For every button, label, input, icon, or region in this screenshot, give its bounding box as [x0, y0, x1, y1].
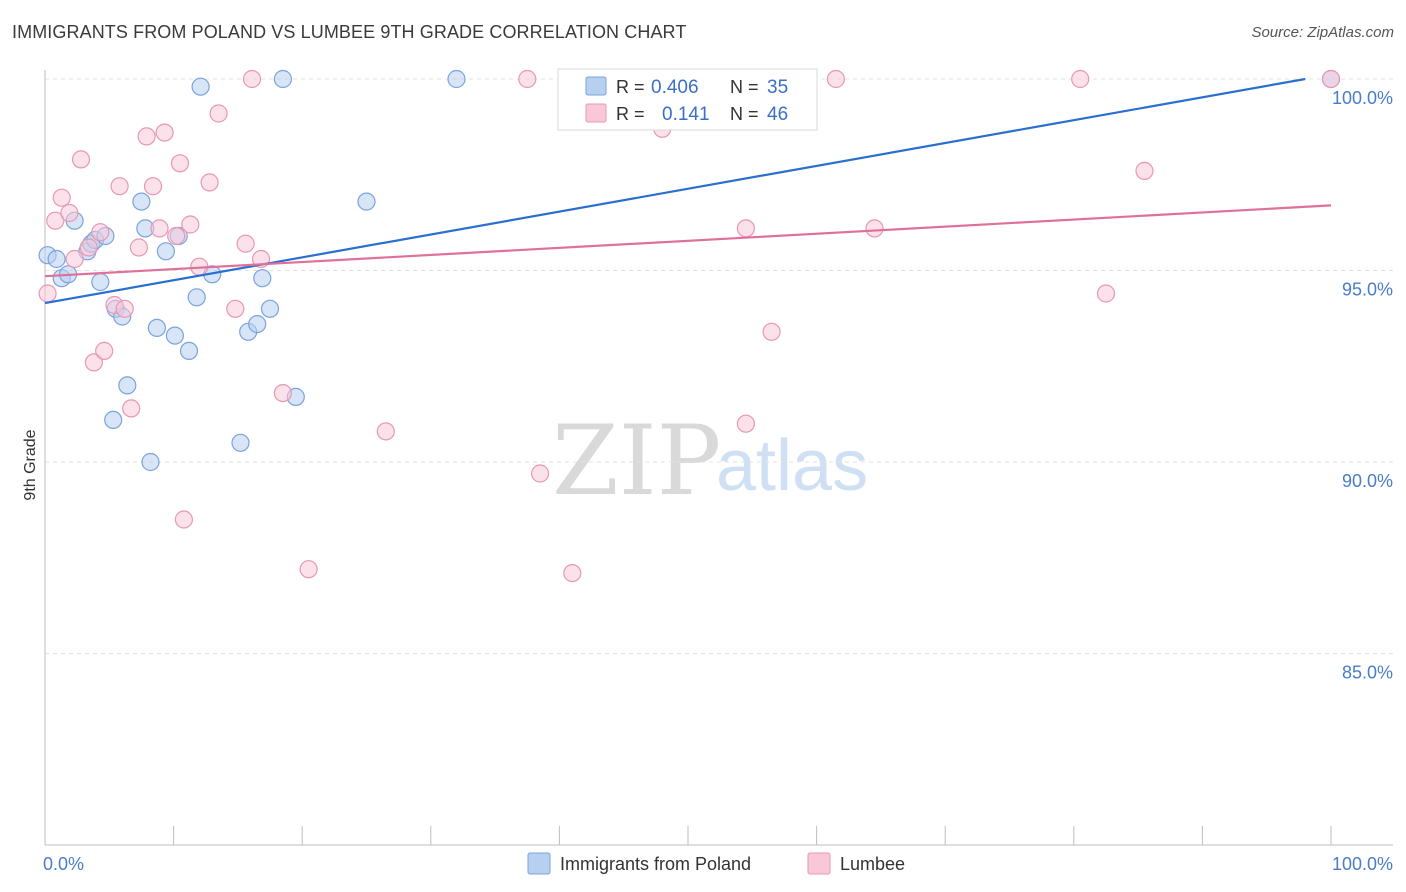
bottom-legend-swatch-poland: [527, 852, 551, 875]
chart-title: IMMIGRANTS FROM POLAND VS LUMBEE 9TH GRA…: [12, 22, 687, 42]
point-lumbee-19: [167, 226, 186, 246]
point-lumbee-12: [115, 299, 134, 318]
watermark-zip: ZIP: [552, 405, 721, 517]
y-tick-label-2: 95.0%: [1342, 280, 1393, 300]
point-lumbee-1: [46, 211, 65, 230]
point-poland-21: [179, 341, 199, 360]
point-lumbee-28: [242, 69, 262, 89]
point-poland-23: [191, 77, 210, 96]
point-poland-28: [253, 269, 272, 288]
point-poland-18: [156, 242, 175, 261]
point-lumbee-44: [1135, 161, 1154, 180]
point-lumbee-14: [129, 238, 148, 257]
point-lumbee-34: [530, 464, 550, 483]
bottom-legend-swatch-lumbee: [807, 852, 831, 875]
point-lumbee-24: [200, 173, 219, 192]
point-lumbee-7: [84, 353, 104, 372]
trend-line-lumbee: [44, 204, 1332, 278]
point-lumbee-5: [71, 150, 91, 169]
point-poland-13: [118, 376, 137, 395]
legend-n-label-poland: N =: [730, 77, 759, 97]
point-poland-14: [132, 192, 151, 211]
point-poland-27: [248, 315, 267, 334]
y-tick-label-0: 85.0%: [1342, 663, 1393, 683]
series-legend: Immigrants from Poland Lumbee: [527, 852, 905, 875]
point-poland-29: [260, 299, 280, 318]
point-lumbee-33: [518, 69, 537, 89]
legend-n-value-lumbee: 46: [767, 104, 788, 125]
point-lumbee-3: [60, 203, 79, 223]
legend-r-label-poland: R =: [616, 77, 645, 97]
point-lumbee-32: [376, 422, 395, 441]
watermark-atlas: atlas: [716, 426, 868, 506]
point-poland-17: [147, 318, 166, 337]
point-lumbee-13: [122, 399, 141, 418]
legend-swatch-lumbee: [585, 103, 607, 123]
point-lumbee-16: [143, 177, 163, 196]
series-lumbee-points: [38, 69, 1341, 583]
point-lumbee-26: [226, 299, 245, 318]
point-lumbee-39: [762, 322, 781, 341]
point-lumbee-20: [170, 154, 190, 173]
point-poland-8: [91, 272, 110, 292]
point-lumbee-35: [563, 563, 582, 583]
point-lumbee-30: [273, 384, 292, 403]
point-poland-32: [357, 192, 376, 211]
point-poland-1: [47, 249, 66, 269]
source-credit: Source: ZipAtlas.com: [1251, 24, 1394, 41]
point-lumbee-25: [209, 104, 228, 123]
x-tick-labels: 0.0% 100.0%: [43, 854, 1393, 874]
legend-swatch-poland: [585, 76, 607, 96]
gridlines: [45, 78, 1393, 654]
point-lumbee-17: [150, 219, 169, 238]
legend-r-value-poland: 0.406: [651, 77, 699, 98]
legend-n-label-lumbee: N =: [730, 104, 759, 124]
point-poland-30: [273, 69, 292, 89]
point-poland-19: [165, 326, 184, 345]
point-lumbee-27: [236, 234, 255, 253]
trend-line-poland: [44, 77, 1306, 305]
bottom-legend-label-lumbee: Lumbee: [840, 854, 905, 874]
point-lumbee-43: [1096, 284, 1116, 303]
point-lumbee-0: [38, 284, 57, 303]
point-poland-12: [104, 410, 123, 429]
point-lumbee-41: [865, 219, 884, 238]
point-lumbee-40: [826, 69, 846, 89]
x-tick-label-min: 0.0%: [43, 854, 84, 874]
point-lumbee-21: [174, 510, 193, 529]
legend-n-value-poland: 35: [767, 77, 788, 98]
watermark: ZIP atlas: [552, 405, 868, 517]
point-lumbee-31: [299, 560, 318, 579]
point-lumbee-6: [79, 238, 98, 257]
point-lumbee-18: [155, 123, 174, 142]
point-lumbee-37: [736, 219, 756, 238]
y-tick-labels: 85.0% 90.0% 95.0% 100.0%: [1332, 88, 1393, 683]
legend-r-value-lumbee: 0.141: [662, 104, 710, 125]
y-tick-label-1: 90.0%: [1342, 471, 1393, 491]
point-poland-33: [447, 69, 466, 89]
point-lumbee-9: [95, 341, 114, 360]
point-lumbee-4: [65, 249, 84, 269]
correlation-legend: R = 0.406 N = 35 R = 0.141 N = 46: [557, 68, 818, 131]
point-lumbee-45: [1321, 69, 1341, 89]
bottom-legend-label-poland: Immigrants from Poland: [560, 854, 751, 874]
y-tick-label-3: 100.0%: [1332, 88, 1393, 108]
y-axis-title: 9th Grade: [22, 429, 39, 500]
point-poland-16: [141, 452, 160, 472]
point-lumbee-38: [736, 414, 756, 433]
point-lumbee-8: [91, 223, 110, 242]
legend-r-label-lumbee: R =: [616, 104, 645, 124]
axes: [44, 70, 1393, 846]
trend-lines: [44, 77, 1332, 305]
point-lumbee-15: [137, 127, 156, 146]
point-lumbee-11: [110, 177, 129, 196]
point-poland-25: [231, 433, 250, 452]
x-tick-label-max: 100.0%: [1332, 854, 1393, 874]
point-lumbee-42: [1071, 69, 1090, 89]
point-lumbee-2: [52, 188, 71, 207]
point-poland-22: [187, 288, 206, 307]
point-lumbee-22: [181, 215, 200, 234]
